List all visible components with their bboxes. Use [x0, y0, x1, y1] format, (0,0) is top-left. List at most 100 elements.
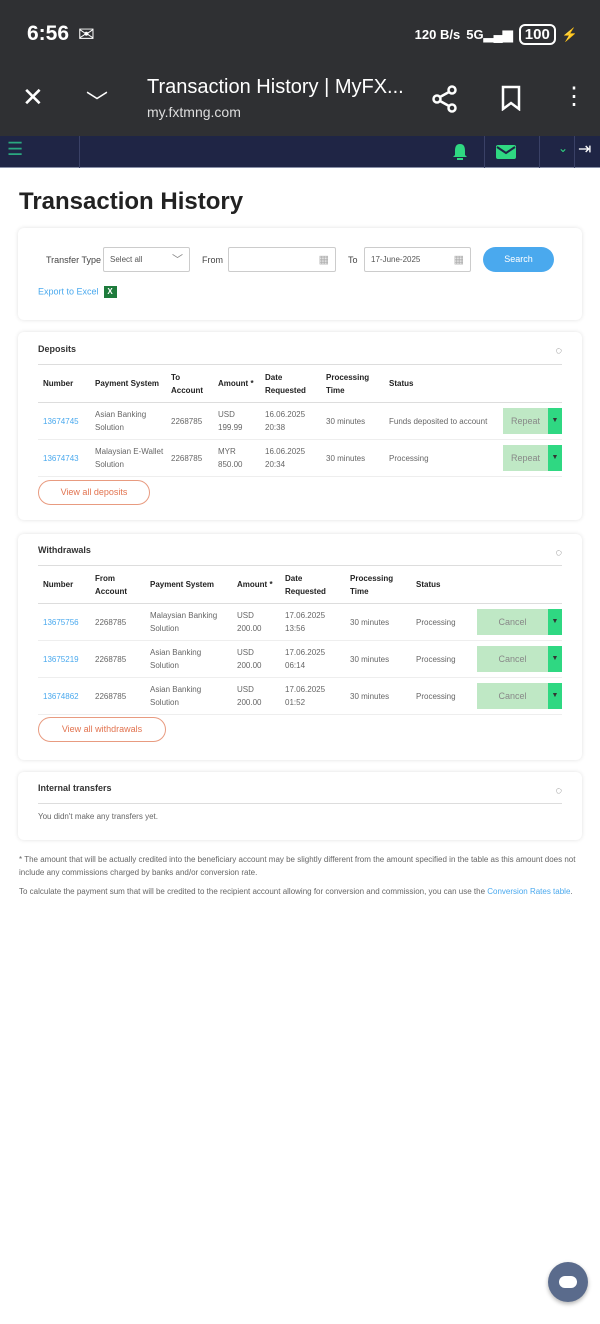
chevron-down-icon: ﹀ [172, 254, 183, 266]
table-row: 13674743 Malaysian E-Wallet Solution 226… [38, 439, 562, 477]
transfer-type-select[interactable]: Select all ﹀ [103, 247, 190, 272]
amount: USD 200.00 [232, 640, 280, 678]
bell-icon[interactable] [451, 143, 469, 161]
page-tab-title: Transaction History | MyFX... [147, 76, 404, 98]
internal-transfers-title: Internal transfers [38, 783, 112, 793]
caret-down-icon[interactable]: ▼ [548, 609, 562, 635]
logout-icon[interactable]: ⇥ [578, 141, 592, 158]
cancel-button[interactable]: Cancel ▼ [477, 646, 562, 672]
col-status: Status [384, 364, 498, 403]
transfer-type-label: Transfer Type [46, 255, 102, 265]
clock: 6:56 [27, 22, 70, 45]
calendar-icon[interactable]: ▦ [318, 254, 329, 266]
cancel-label[interactable]: Cancel [477, 646, 548, 672]
cancel-label[interactable]: Cancel [477, 609, 548, 635]
processing-time: 30 minutes [345, 603, 411, 641]
calendar-icon[interactable]: ▦ [453, 254, 464, 266]
chevron-down-icon[interactable]: ﹀ [86, 90, 109, 115]
table-header: Number From Account Payment System Amoun… [38, 565, 562, 604]
table-row: 13675219 2268785 Asian Banking Solution … [38, 640, 562, 678]
amount: USD 199.99 [213, 402, 260, 440]
amount: MYR 850.00 [213, 439, 260, 477]
date: 17.06.2025 06:14 [280, 640, 345, 678]
col-payment-system: Payment System [90, 364, 166, 403]
menu-icon[interactable]: ☰ [7, 139, 24, 159]
view-all-withdrawals-button[interactable]: View all withdrawals [38, 717, 166, 742]
account: 2268785 [166, 439, 213, 477]
from-date-input[interactable]: ▦ [228, 247, 336, 272]
table-row: 13675756 2268785 Malaysian Banking Solut… [38, 603, 562, 641]
refresh-icon[interactable]: ◌ [555, 785, 562, 797]
view-all-deposits-button[interactable]: View all deposits [38, 480, 150, 505]
status: Processing [411, 640, 472, 678]
repeat-label[interactable]: Repeat [503, 445, 548, 471]
date: 17.06.2025 01:52 [280, 677, 345, 715]
export-excel-link[interactable]: Export to Excel X [38, 286, 117, 298]
repeat-button[interactable]: Repeat ▼ [503, 408, 562, 434]
footnote-end: . [570, 887, 573, 896]
processing-time: 30 minutes [345, 677, 411, 715]
date: 17.06.2025 13:56 [280, 603, 345, 641]
chat-button[interactable] [548, 1262, 588, 1302]
share-icon[interactable] [432, 85, 458, 113]
withdrawal-number-link[interactable]: 13674862 [38, 677, 90, 715]
refresh-icon[interactable]: ◌ [555, 547, 562, 559]
caret-down-icon[interactable]: ▼ [548, 646, 562, 672]
footnote-text: To calculate the payment sum that will b… [19, 887, 488, 896]
payment-system: Asian Banking Solution [145, 640, 232, 678]
url[interactable]: my.fxtmng.com [147, 104, 241, 120]
withdrawal-number-link[interactable]: 13675219 [38, 640, 90, 678]
net-speed: 120 B/s [414, 27, 461, 42]
more-icon[interactable]: ⋮ [562, 83, 586, 110]
payment-system: Malaysian E-Wallet Solution [90, 439, 166, 477]
cancel-button[interactable]: Cancel ▼ [477, 609, 562, 635]
export-label: Export to Excel [38, 286, 99, 297]
gmail-icon: ✉ [78, 24, 95, 46]
col-payment-system: Payment System [145, 565, 232, 604]
col-processing-time: Processing Time [321, 364, 384, 403]
cancel-label[interactable]: Cancel [477, 683, 548, 709]
conversion-rates-link[interactable]: Conversion Rates table [487, 887, 571, 896]
deposit-number-link[interactable]: 13674745 [38, 402, 90, 440]
withdrawals-title: Withdrawals [38, 545, 91, 555]
withdrawals-table: Number From Account Payment System Amoun… [38, 565, 562, 715]
date: 16.06.2025 20:34 [260, 439, 321, 477]
cancel-button[interactable]: Cancel ▼ [477, 683, 562, 709]
amount: USD 200.00 [232, 677, 280, 715]
withdrawal-number-link[interactable]: 13675756 [38, 603, 90, 641]
repeat-label[interactable]: Repeat [503, 408, 548, 434]
table-row: 13674745 Asian Banking Solution 2268785 … [38, 402, 562, 440]
status: Processing [411, 603, 472, 641]
chevron-down-icon[interactable]: ⌄ [558, 141, 569, 155]
to-date-input[interactable]: 17-June-2025 ▦ [364, 247, 471, 272]
bookmark-icon[interactable] [500, 85, 522, 111]
deposits-card: Deposits ◌ Number Payment System To Acco… [18, 332, 582, 520]
chat-icon [559, 1276, 577, 1288]
mail-icon[interactable] [496, 145, 516, 159]
caret-down-icon[interactable]: ▼ [548, 683, 562, 709]
withdrawals-card: Withdrawals ◌ Number From Account Paymen… [18, 534, 582, 760]
table-row: 13674862 2268785 Asian Banking Solution … [38, 677, 562, 715]
footnote-conversion: To calculate the payment sum that will b… [19, 885, 579, 898]
table-header: Number Payment System To Account Amount … [38, 364, 562, 403]
empty-message: You didn't make any transfers yet. [38, 812, 158, 821]
caret-down-icon[interactable]: ▼ [548, 445, 562, 471]
deposits-title: Deposits [38, 344, 77, 354]
filter-card: Transfer Type Select all ﹀ From ▦ To 17-J… [18, 228, 582, 320]
deposit-number-link[interactable]: 13674743 [38, 439, 90, 477]
charging-icon: ⚡ [561, 26, 578, 42]
network-type: 5G [466, 26, 484, 42]
caret-down-icon[interactable]: ▼ [548, 408, 562, 434]
refresh-icon[interactable]: ◌ [555, 345, 562, 357]
payment-system: Malaysian Banking Solution [145, 603, 232, 641]
col-processing-time: Processing Time [345, 565, 411, 604]
status: Funds deposited to account [384, 402, 498, 440]
account: 2268785 [90, 603, 145, 641]
close-icon[interactable]: ✕ [22, 82, 44, 112]
repeat-button[interactable]: Repeat ▼ [503, 445, 562, 471]
search-button[interactable]: Search [483, 247, 554, 272]
to-value: 17-June-2025 [371, 255, 421, 264]
battery-icon: 100 [518, 24, 556, 45]
deposits-table: Number Payment System To Account Amount … [38, 364, 562, 477]
network-icon: 5G▂▄▆ [466, 26, 513, 42]
